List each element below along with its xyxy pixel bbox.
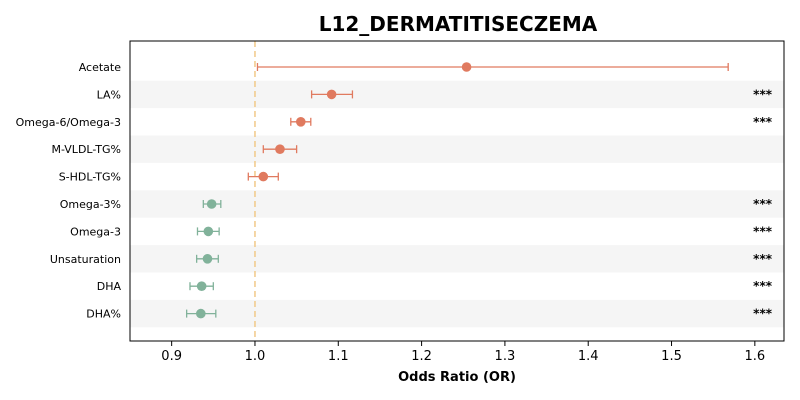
data-marks — [186, 62, 729, 319]
x-tick-label: 1.1 — [328, 349, 349, 364]
row-label: DHA — [97, 280, 122, 293]
row-label: Omega-6/Omega-3 — [16, 116, 121, 129]
x-tick-label: 1.5 — [661, 349, 682, 364]
chart-title: L12_DERMATITISECZEMA — [319, 12, 598, 36]
or-point — [196, 281, 207, 292]
significance-label: *** — [753, 252, 773, 266]
significance-label: *** — [753, 115, 773, 129]
x-axis: 0.9 1.0 1.1 1.2 1.3 1.4 1.5 1.6 — [161, 341, 765, 364]
x-tick-label: 1.2 — [411, 349, 432, 364]
or-point — [275, 144, 285, 154]
significance-label: *** — [753, 87, 773, 101]
significance-label: *** — [753, 197, 773, 211]
x-tick-label: 1.4 — [578, 349, 599, 364]
row-label: DHA% — [86, 308, 121, 321]
row-band — [130, 190, 784, 218]
row-bands — [130, 80, 784, 328]
row-band — [130, 135, 784, 163]
x-tick-label: 1.0 — [245, 349, 266, 364]
x-tick-label: 0.9 — [161, 349, 182, 364]
row-label: Omega-3% — [60, 198, 121, 211]
x-tick-label: 1.3 — [495, 349, 516, 364]
row-label: M-VLDL-TG% — [51, 143, 121, 156]
or-point — [202, 253, 213, 264]
row-label: S-HDL-TG% — [59, 171, 121, 184]
row-band — [130, 299, 784, 328]
row-label: Unsaturation — [50, 253, 121, 266]
row-label: Acetate — [79, 61, 122, 74]
significance-labels: *** *** *** *** *** *** *** — [753, 87, 773, 320]
or-point — [196, 308, 206, 319]
row-band — [130, 245, 784, 273]
significance-label: *** — [753, 307, 773, 321]
significance-label: *** — [753, 224, 773, 238]
row-label: LA% — [97, 88, 121, 101]
or-point — [258, 171, 269, 182]
row-labels: Acetate LA% Omega-6/Omega-3 M-VLDL-TG% S-HDL… — [16, 61, 122, 321]
or-point — [295, 117, 306, 127]
row-label: Omega-3 — [70, 225, 121, 238]
or-point — [461, 62, 472, 72]
plot-frame — [129, 40, 785, 342]
x-axis-label: Odds Ratio (OR) — [398, 370, 516, 385]
or-point — [203, 226, 214, 237]
x-tick-label: 1.6 — [744, 349, 765, 364]
or-point — [206, 199, 217, 209]
significance-label: *** — [753, 279, 773, 293]
or-point — [326, 89, 337, 100]
row-band — [130, 80, 784, 109]
